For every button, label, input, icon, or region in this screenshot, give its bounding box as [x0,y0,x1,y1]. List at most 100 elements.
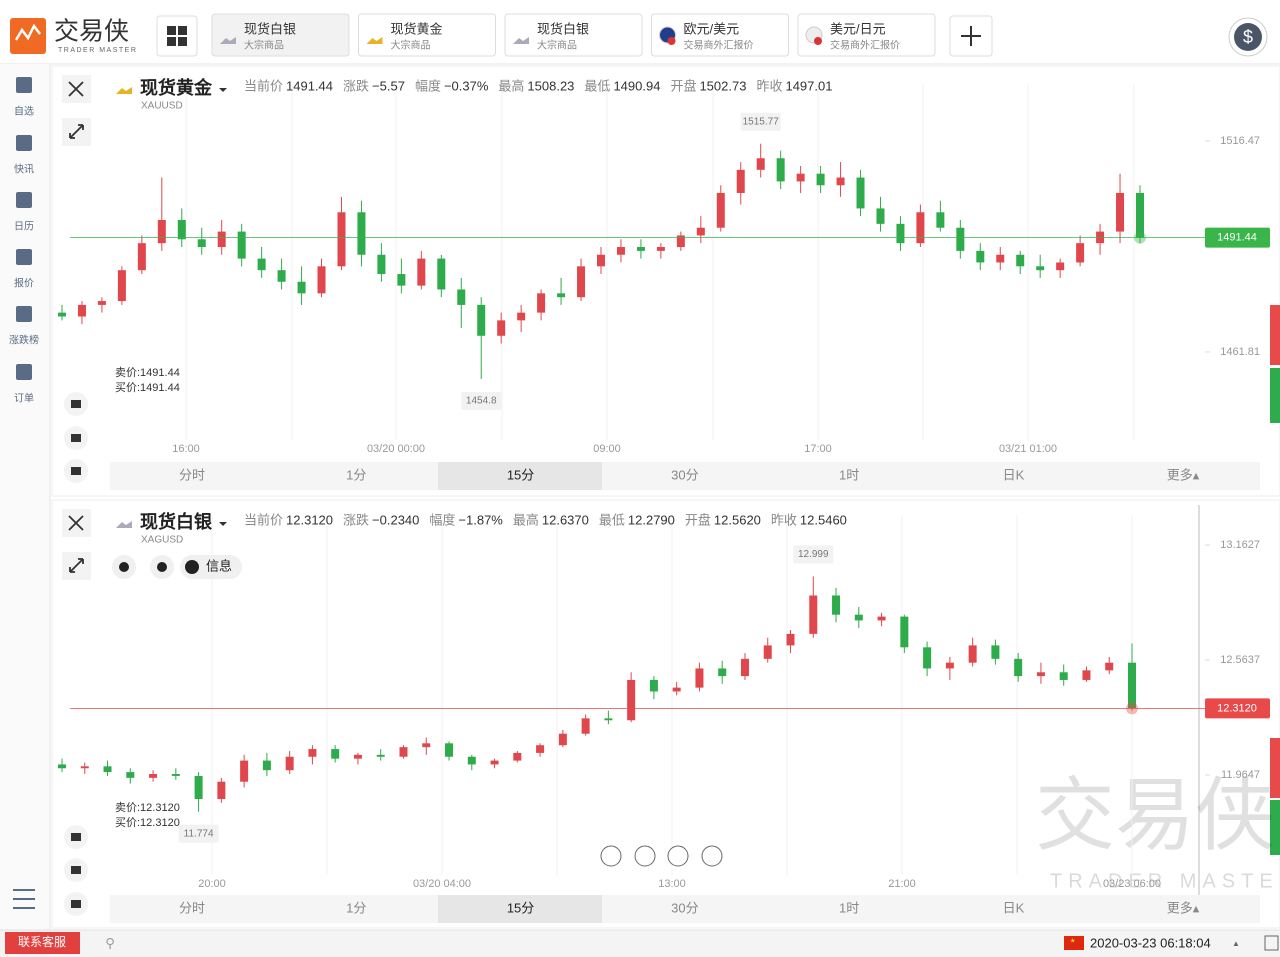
period-tab[interactable]: 日K [1003,467,1025,482]
tab-sub[interactable]: 大宗商品 [244,39,284,52]
stat-label: 开盘 [670,78,696,93]
ask: 买价:12.3120 [115,816,180,829]
candle-body [718,668,727,677]
candle-body [377,254,386,275]
candle-body [1105,662,1114,671]
candle-body [317,266,326,294]
period-tab[interactable]: 分时 [179,900,205,915]
period-tab[interactable]: 1分 [346,900,366,915]
zoom-button[interactable] [701,845,723,867]
candle-body [357,212,366,255]
candle-body [297,281,306,294]
price-glow [1126,702,1138,715]
tab-sub[interactable]: 交易商外汇报价 [684,39,754,52]
tab-title[interactable]: 美元/日元 [830,21,886,36]
period-tab[interactable]: 更多▴ [1167,900,1200,915]
stat-value: 12.5620 [714,512,761,527]
sidebar-icon[interactable] [16,249,32,265]
candle-body [956,227,965,251]
sidebar-label[interactable]: 自选 [14,105,34,118]
candle-body [58,312,66,317]
tab-title[interactable]: 现货黄金 [391,21,443,36]
stat-value: 1491.44 [286,78,333,93]
zoom-button[interactable] [600,845,622,867]
x-tick-label: 03/20 00:00 [367,443,425,455]
stat-label: 当前价 [244,78,283,93]
sidebar-icon[interactable] [16,306,32,322]
tab[interactable] [211,13,350,57]
stat-label: 最高 [513,512,539,527]
candle-body [796,173,805,182]
period-tab[interactable]: 15分 [507,900,534,915]
candle-body [597,254,605,267]
period-tab[interactable]: 更多▴ [1167,467,1200,482]
candle-body [968,645,977,663]
period-tab[interactable]: 1分 [346,467,366,482]
period-tab[interactable]: 30分 [671,467,698,482]
candle-body [577,266,586,298]
period-selected [438,895,602,923]
period-tab[interactable]: 1时 [839,467,859,482]
tab-icon [366,37,383,44]
candle-body [217,781,226,799]
sidebar-label[interactable]: 涨跌榜 [9,334,39,347]
candle-body [1059,672,1068,680]
candle-body [1082,670,1091,680]
candle-body [558,733,567,746]
tab[interactable] [504,13,643,57]
x-tick-label: 13:00 [658,878,686,890]
period-tab[interactable]: 30分 [671,900,698,915]
zoom-button[interactable] [667,845,689,867]
sidebar-label[interactable]: 日历 [14,221,34,233]
candle-body [996,254,1005,263]
tab-sub[interactable]: 大宗商品 [391,39,431,52]
tab-title[interactable]: 现货白银 [537,21,589,36]
sidebar-label[interactable]: 订单 [14,393,34,405]
dropdown[interactable] [219,522,227,526]
period-tab[interactable]: 分时 [179,467,205,482]
candle-body [854,614,863,621]
candle-body [397,274,406,286]
sidebar-icon[interactable] [16,77,32,93]
info-label[interactable]: 信息 [206,558,232,573]
price-tag [1205,227,1270,248]
symbol-name[interactable]: 现货白银 [140,511,213,532]
candle-body [627,679,636,721]
tab-sub[interactable]: 交易商外汇报价 [830,39,900,52]
tab-title[interactable]: 现货白银 [244,21,296,36]
sidebar-label[interactable]: 快讯 [14,164,34,176]
dropdown[interactable] [219,88,227,92]
candle-body [896,223,905,244]
zoom-button[interactable] [634,845,656,867]
stat-value: 12.5460 [800,512,847,527]
tab[interactable] [651,13,789,57]
tab[interactable] [358,13,496,57]
candle-body [856,177,865,209]
symbol-name[interactable]: 现货黄金 [140,77,213,98]
candle-body [194,775,203,799]
candle-body [716,192,725,228]
candle-body [945,662,954,669]
support-label[interactable]: 联系客服 [18,934,66,949]
tab-sub[interactable]: 大宗商品 [537,39,577,52]
stat-label: 开盘 [685,512,711,527]
candle-body [816,173,825,186]
sidebar-icon[interactable] [16,364,32,380]
tab[interactable] [797,13,936,57]
candle-body [337,212,346,267]
support-button[interactable] [5,932,80,954]
x-tick-label: 16:00 [172,443,200,455]
candle-body [467,756,476,765]
candle-body [916,212,925,244]
tool-icon [71,434,81,442]
sidebar-icon[interactable] [16,192,32,208]
period-tab[interactable]: 1时 [839,900,859,915]
sidebar-icon[interactable] [16,135,32,151]
sidebar-label[interactable]: 报价 [14,277,34,290]
period-tab[interactable]: 日K [1003,900,1025,915]
tab-title[interactable]: 欧元/美元 [684,21,740,36]
period-tab[interactable]: 15分 [507,467,534,482]
grid-button[interactable] [156,15,198,57]
candle-body [308,749,317,757]
candle-body [836,177,845,186]
